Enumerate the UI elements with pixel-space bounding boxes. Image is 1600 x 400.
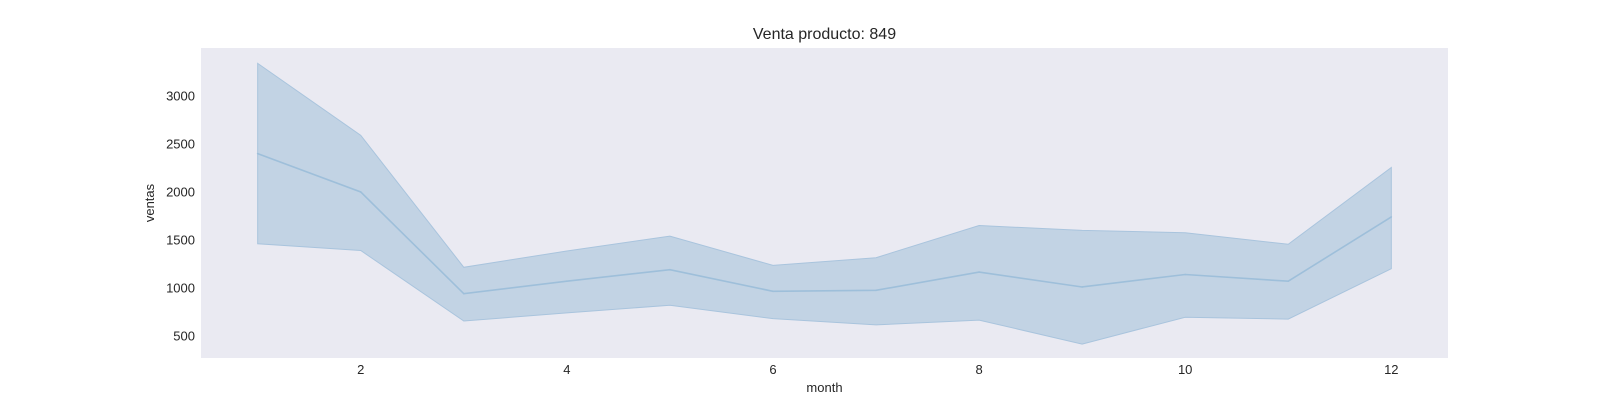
y-axis-label: ventas — [142, 183, 157, 222]
data-point — [359, 191, 362, 193]
x-axis-ticks: 2 4 6 8 10 12 — [357, 362, 1398, 377]
data-point — [669, 268, 671, 271]
data-point — [256, 152, 259, 155]
data-point — [463, 292, 465, 295]
y-tick-label: 500 — [173, 328, 195, 343]
chart-title: Venta producto: 849 — [753, 26, 896, 43]
x-tick-label: 6 — [769, 362, 776, 377]
x-tick-label: 10 — [1178, 362, 1192, 377]
data-point — [1184, 273, 1186, 276]
data-point — [978, 271, 980, 273]
x-tick-label: 12 — [1384, 362, 1398, 377]
x-tick-label: 4 — [563, 362, 570, 377]
y-tick-label: 2500 — [166, 136, 195, 151]
x-tick-label: 2 — [357, 362, 364, 377]
series-line — [257, 152, 1392, 295]
y-tick-label: 3000 — [166, 88, 195, 103]
x-axis-label: month — [806, 380, 842, 395]
data-point — [1081, 286, 1083, 288]
y-axis-ticks: 500 1000 1500 2000 2500 3000 — [166, 88, 195, 343]
data-points — [256, 152, 1393, 295]
data-point — [566, 280, 568, 283]
confidence-band — [257, 62, 1392, 345]
data-point — [875, 289, 877, 292]
data-point — [1390, 216, 1393, 218]
y-tick-label: 1000 — [166, 280, 195, 295]
y-tick-label: 2000 — [166, 184, 195, 199]
data-point — [1287, 280, 1290, 283]
data-point — [772, 290, 774, 293]
y-tick-label: 1500 — [166, 232, 195, 247]
x-tick-label: 8 — [975, 362, 982, 377]
